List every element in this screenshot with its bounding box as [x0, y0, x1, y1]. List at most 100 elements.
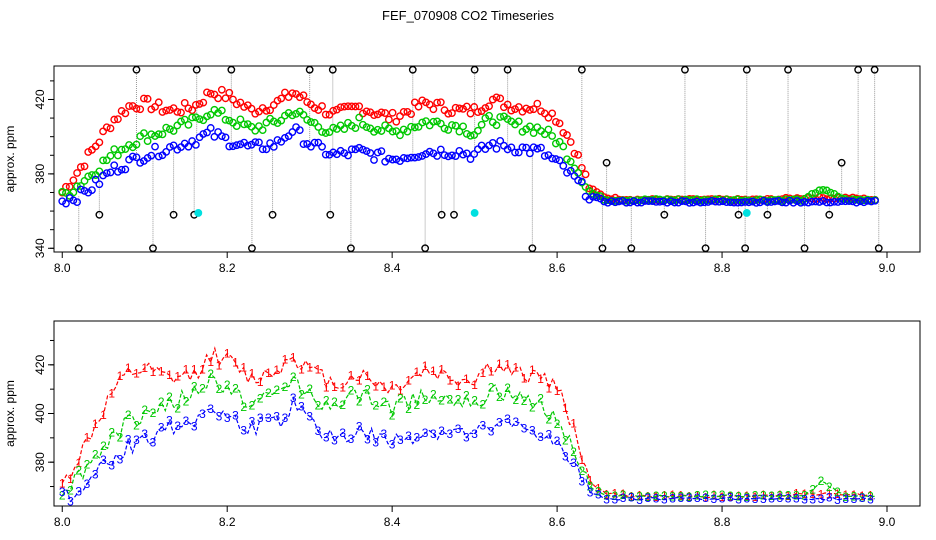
- spike-point: [437, 210, 446, 219]
- series-3-point: [321, 150, 330, 159]
- spike-point: [328, 66, 337, 74]
- series-2-point: [444, 126, 453, 134]
- series-3-marker: 3: [719, 491, 726, 505]
- series-3-point: [295, 126, 304, 135]
- series-2-marker: 2: [785, 488, 792, 502]
- series-3-point: [347, 145, 356, 154]
- series-3-point: [455, 146, 464, 155]
- series-2-marker: 2: [669, 490, 676, 504]
- series-2-point: [262, 118, 271, 127]
- series-2-marker: 2: [183, 394, 190, 408]
- spike-point: [421, 244, 430, 252]
- series-3-point: [763, 198, 772, 207]
- series-2-point: [325, 128, 334, 136]
- series-2-marker: 2: [117, 431, 124, 445]
- series-2-point: [147, 130, 156, 139]
- series-2-marker: 2: [174, 401, 181, 415]
- series-3-point: [151, 142, 159, 151]
- series-2-point: [143, 137, 152, 145]
- series-2-point: [329, 123, 338, 132]
- series-3-point: [637, 198, 646, 207]
- series-3-point: [674, 198, 683, 207]
- series-3-point: [355, 143, 364, 152]
- series-3-point: [95, 180, 104, 189]
- series-3-marker: 3: [447, 427, 454, 441]
- series-1-point: [425, 100, 434, 109]
- series-2-point: [808, 190, 816, 198]
- series-2-marker: 2: [257, 392, 264, 406]
- series-1-point: [114, 115, 122, 124]
- series-3-point: [718, 197, 727, 206]
- series-3-point: [871, 196, 879, 205]
- series-1-marker: 1: [298, 362, 305, 376]
- series-2-point: [169, 127, 178, 135]
- series-2-marker: 2: [513, 393, 520, 407]
- series-1-marker: 1: [183, 363, 190, 377]
- series-1-point: [69, 176, 78, 185]
- spike-point: [734, 210, 743, 219]
- series-3-point: [310, 138, 319, 147]
- series-3-point: [451, 152, 460, 160]
- series-3-marker: 3: [438, 424, 445, 438]
- series-3-marker: 3: [546, 428, 553, 442]
- series-1-marker: 1: [636, 489, 643, 503]
- series-1-point: [392, 117, 401, 126]
- series-2-point: [466, 131, 475, 140]
- series-1-marker: 1: [595, 482, 602, 496]
- series-3-point: [551, 155, 560, 163]
- series-3-point: [73, 198, 81, 207]
- series-1-point: [154, 98, 163, 107]
- series-1-marker: 1: [818, 487, 825, 501]
- series-1-marker: 1: [282, 353, 289, 367]
- top-y-axis-label: approx. ppm: [3, 126, 17, 193]
- series-3-point: [525, 149, 534, 158]
- series-2-marker: 2: [414, 398, 421, 412]
- series-1-point: [277, 94, 286, 103]
- series-2-point: [410, 123, 419, 132]
- series-3-marker: 3: [323, 430, 330, 444]
- series-2-point: [834, 192, 842, 201]
- series-2-marker: 2: [92, 448, 99, 462]
- series-3-point: [670, 198, 679, 207]
- series-3-point: [529, 143, 538, 152]
- series-3-point: [796, 198, 805, 207]
- series-3-marker: 3: [298, 400, 305, 414]
- series-1-marker: 1: [174, 370, 181, 384]
- series-2-point: [555, 137, 564, 146]
- series-2-point: [559, 142, 568, 151]
- series-1-marker: 1: [834, 487, 841, 501]
- series-3-point: [440, 151, 449, 160]
- series-1-point: [470, 103, 479, 111]
- series-2-point: [258, 126, 267, 135]
- series-2-point: [154, 130, 163, 139]
- series-1-point: [544, 113, 553, 122]
- series-2-point: [318, 128, 326, 136]
- series-3-marker: 3: [183, 414, 190, 428]
- series-2-marker: 2: [603, 488, 610, 502]
- series-1-point: [284, 93, 293, 101]
- series-3-point: [841, 197, 850, 206]
- series-1-marker: 1: [150, 365, 157, 379]
- series-2-marker: 2: [743, 490, 750, 504]
- series-1-point: [199, 98, 208, 107]
- series-2-point: [277, 116, 286, 125]
- series-3-point: [496, 137, 505, 145]
- spike-point: [95, 210, 104, 219]
- series-3-point: [414, 153, 423, 161]
- series-2-marker: 2: [752, 488, 759, 502]
- spike-point: [347, 244, 355, 252]
- series-1-marker: 1: [133, 366, 140, 380]
- series-2-point: [388, 127, 397, 136]
- series-1-marker: 1: [570, 416, 577, 430]
- series-3-marker: 3: [265, 411, 272, 425]
- series-3-marker: 3: [216, 409, 223, 423]
- series-2-marker: 2: [141, 403, 148, 417]
- series-3-point: [633, 198, 642, 207]
- series-1-marker: 1: [141, 361, 148, 375]
- series-2-point: [540, 130, 549, 139]
- series-3-marker: 3: [834, 493, 841, 507]
- series-3-point: [641, 197, 649, 205]
- series-2-marker: 2: [191, 379, 198, 393]
- series-1-point: [377, 108, 386, 117]
